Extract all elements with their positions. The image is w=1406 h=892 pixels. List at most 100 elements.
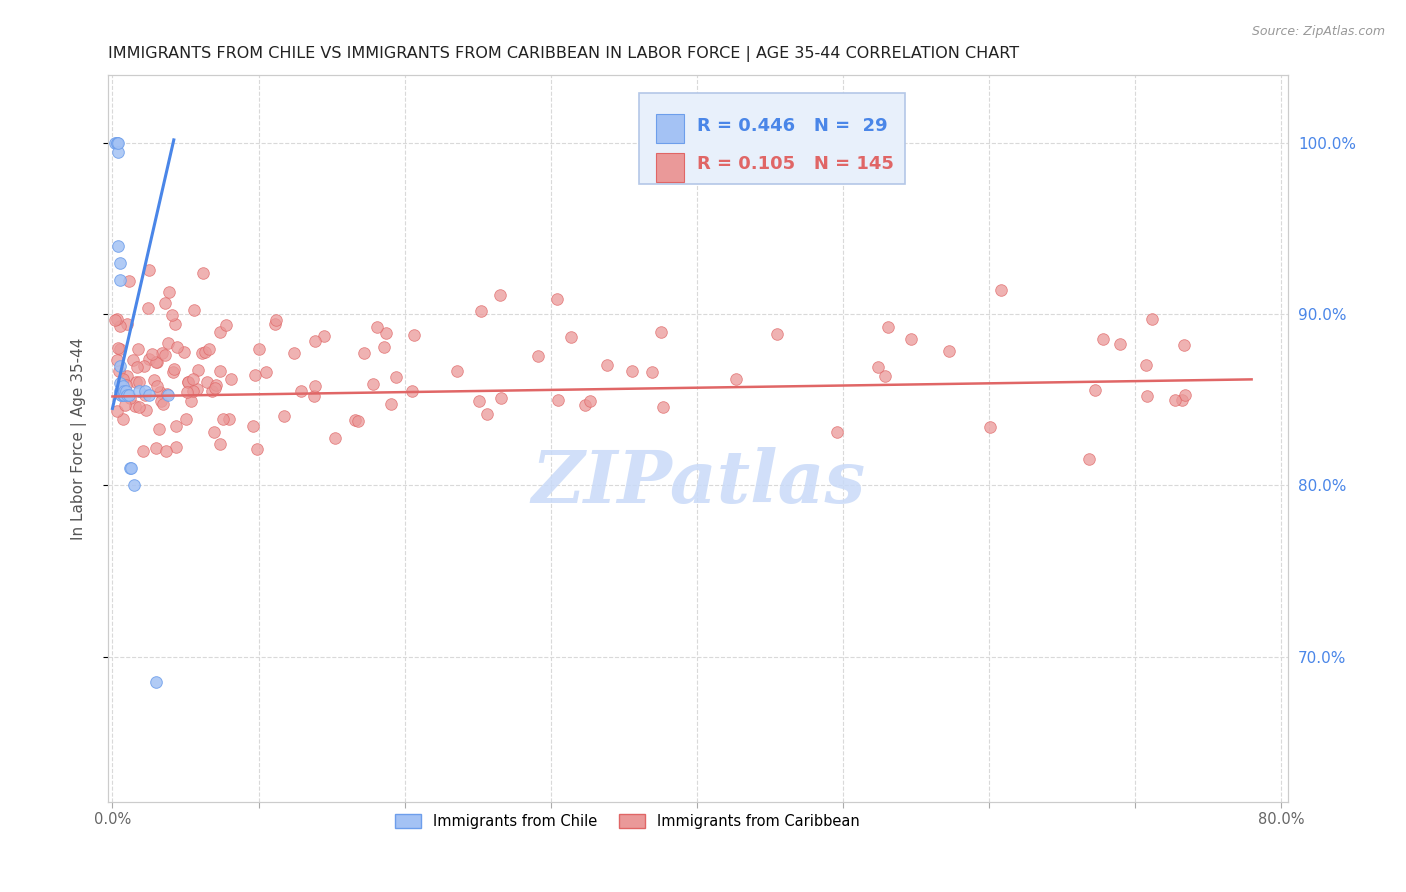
Point (1173, 337, 1195, 351)
Text: R = 0.105   N = 145: R = 0.105 N = 145 (697, 154, 894, 172)
Point (621, 364, 644, 378)
Point (115, 368, 138, 383)
Point (105, 136, 128, 151)
Point (489, 288, 512, 302)
Point (141, 346, 163, 360)
Point (108, 384, 131, 399)
Point (165, 419, 187, 434)
Point (120, 392, 142, 406)
Text: Source: ZipAtlas.com: Source: ZipAtlas.com (1251, 25, 1385, 38)
Point (1084, 383, 1107, 397)
Point (134, 384, 156, 399)
Point (650, 326, 672, 340)
Point (181, 384, 204, 398)
Point (155, 444, 177, 458)
Point (574, 399, 596, 413)
Point (353, 345, 375, 359)
Point (204, 381, 226, 395)
Point (446, 364, 468, 378)
Point (186, 382, 208, 396)
Point (979, 420, 1001, 434)
Point (115, 388, 138, 402)
Point (290, 384, 312, 398)
Point (183, 302, 205, 317)
Text: IMMIGRANTS FROM CHILE VS IMMIGRANTS FROM CARIBBEAN IN LABOR FORCE | AGE 35-44 CO: IMMIGRANTS FROM CHILE VS IMMIGRANTS FROM… (108, 46, 1019, 62)
Point (153, 348, 176, 362)
Point (138, 301, 160, 315)
Point (201, 384, 224, 398)
Point (122, 352, 145, 367)
Point (107, 145, 129, 159)
Point (900, 332, 922, 346)
Point (1077, 451, 1099, 466)
Point (302, 389, 325, 403)
Point (107, 239, 129, 253)
Point (1135, 389, 1157, 403)
Legend: Immigrants from Chile, Immigrants from Caribbean: Immigrants from Chile, Immigrants from C… (389, 808, 866, 835)
Point (143, 373, 166, 387)
Point (215, 318, 238, 332)
Point (1091, 333, 1114, 347)
Point (1174, 388, 1197, 402)
Point (138, 352, 160, 367)
Point (107, 311, 129, 326)
Point (725, 372, 748, 386)
Point (361, 376, 384, 391)
Point (385, 370, 408, 384)
FancyBboxPatch shape (655, 153, 683, 182)
Point (938, 343, 960, 358)
Point (115, 318, 138, 332)
Point (579, 393, 602, 408)
Point (120, 461, 142, 475)
Point (105, 353, 128, 368)
Point (145, 675, 167, 690)
Point (114, 398, 136, 412)
Point (205, 378, 228, 392)
Point (118, 274, 141, 288)
Point (124, 478, 146, 492)
Point (110, 388, 132, 402)
Point (1164, 392, 1187, 407)
Point (468, 394, 491, 409)
Point (110, 318, 132, 333)
Point (138, 262, 160, 277)
Point (1135, 358, 1157, 372)
Point (247, 343, 270, 357)
Point (112, 388, 135, 402)
Point (765, 327, 787, 342)
Point (105, 404, 128, 418)
Point (373, 340, 395, 354)
Point (156, 387, 179, 401)
Point (128, 400, 150, 414)
Point (118, 461, 141, 475)
Point (366, 320, 388, 334)
Point (875, 368, 897, 383)
Point (219, 372, 242, 386)
Point (174, 412, 197, 426)
Point (273, 409, 295, 423)
Point (145, 355, 167, 369)
Point (127, 342, 149, 356)
Point (208, 364, 231, 378)
Point (304, 379, 326, 393)
Point (132, 444, 155, 458)
Point (152, 397, 174, 411)
Point (546, 292, 568, 306)
Point (108, 376, 131, 390)
Point (218, 411, 240, 425)
Point (401, 384, 423, 399)
Point (166, 340, 188, 354)
Point (149, 393, 172, 408)
Point (242, 419, 264, 434)
Point (375, 326, 398, 341)
Point (209, 437, 232, 451)
Point (108, 256, 131, 270)
Point (112, 384, 135, 399)
Point (157, 285, 180, 299)
Point (150, 346, 173, 360)
Point (110, 384, 132, 399)
Point (117, 388, 139, 402)
Point (110, 388, 132, 402)
Point (323, 431, 346, 445)
Point (155, 296, 177, 310)
